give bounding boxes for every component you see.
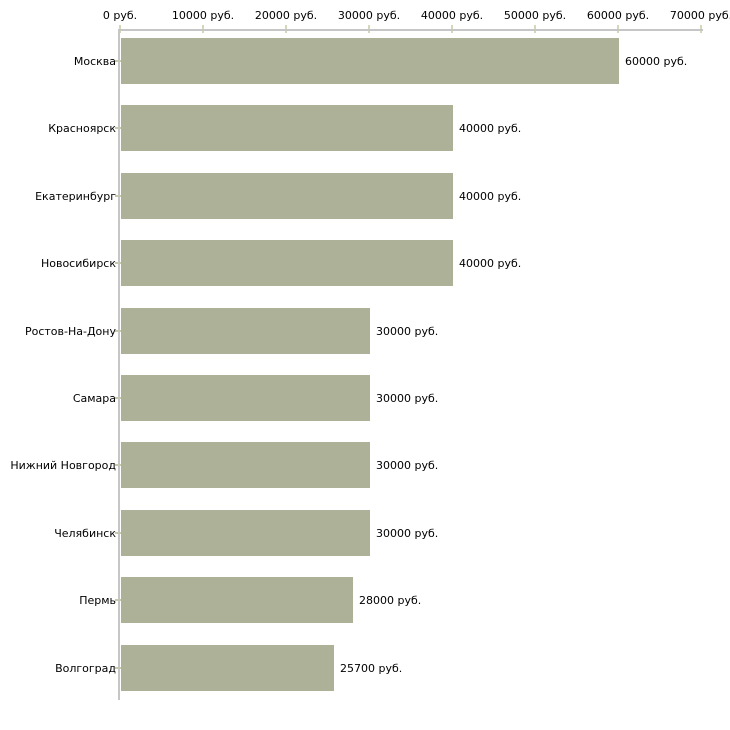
- value-label: 25700 руб.: [340, 661, 403, 675]
- bar-10: [121, 645, 334, 691]
- x-axis-tick-label: 70000 руб.: [669, 9, 730, 22]
- category-label: Новосибирск: [40, 256, 116, 270]
- value-label: 30000 руб.: [376, 526, 439, 540]
- value-label: 30000 руб.: [376, 458, 439, 472]
- value-label: 30000 руб.: [376, 324, 439, 338]
- value-label: 30000 руб.: [376, 391, 439, 405]
- category-label: Ростов-На-Дону: [24, 324, 116, 338]
- value-label: 60000 руб.: [625, 54, 688, 68]
- y-axis-tick-mark-icon: [115, 127, 123, 129]
- x-axis-tick-label: 50000 руб.: [503, 9, 567, 22]
- y-axis-tick-mark-icon: [115, 195, 123, 197]
- y-axis-line: [118, 29, 120, 700]
- bar-7: [121, 442, 370, 488]
- category-label: Челябинск: [54, 526, 116, 540]
- bar-2: [121, 105, 453, 151]
- x-axis-tick-label: 10000 руб.: [171, 9, 235, 22]
- bar-4: [121, 240, 453, 286]
- y-axis-tick-mark-icon: [115, 262, 123, 264]
- y-axis-tick-mark-icon: [115, 532, 123, 534]
- y-axis-tick-mark-icon: [115, 397, 123, 399]
- x-axis-tick-label: 40000 руб.: [420, 9, 484, 22]
- bar-9: [121, 577, 353, 623]
- bar-8: [121, 510, 370, 556]
- bar-1: [121, 38, 619, 84]
- x-axis-tick-label: 30000 руб.: [337, 9, 401, 22]
- category-label: Москва: [73, 54, 116, 68]
- bar-5: [121, 308, 370, 354]
- x-axis-tick-label: 0 руб.: [102, 9, 138, 22]
- x-axis-tick-label: 20000 руб.: [254, 9, 318, 22]
- y-axis-tick-mark-icon: [115, 599, 123, 601]
- category-label: Красноярск: [48, 121, 116, 135]
- category-label: Волгоград: [55, 661, 116, 675]
- y-axis-tick-mark-icon: [115, 667, 123, 669]
- value-label: 40000 руб.: [459, 121, 522, 135]
- y-axis-tick-mark-icon: [115, 60, 123, 62]
- x-axis-tick-label: 60000 руб.: [586, 9, 650, 22]
- y-axis-tick-mark-icon: [115, 330, 123, 332]
- category-label: Пермь: [79, 593, 116, 607]
- x-axis-line: [119, 29, 703, 31]
- category-label: Нижний Новгород: [10, 458, 116, 472]
- value-label: 28000 руб.: [359, 593, 422, 607]
- bar-6: [121, 375, 370, 421]
- bar-3: [121, 173, 453, 219]
- value-label: 40000 руб.: [459, 189, 522, 203]
- value-label: 40000 руб.: [459, 256, 522, 270]
- y-axis-tick-mark-icon: [115, 464, 123, 466]
- category-label: Самара: [72, 391, 116, 405]
- category-label: Екатеринбург: [35, 189, 116, 203]
